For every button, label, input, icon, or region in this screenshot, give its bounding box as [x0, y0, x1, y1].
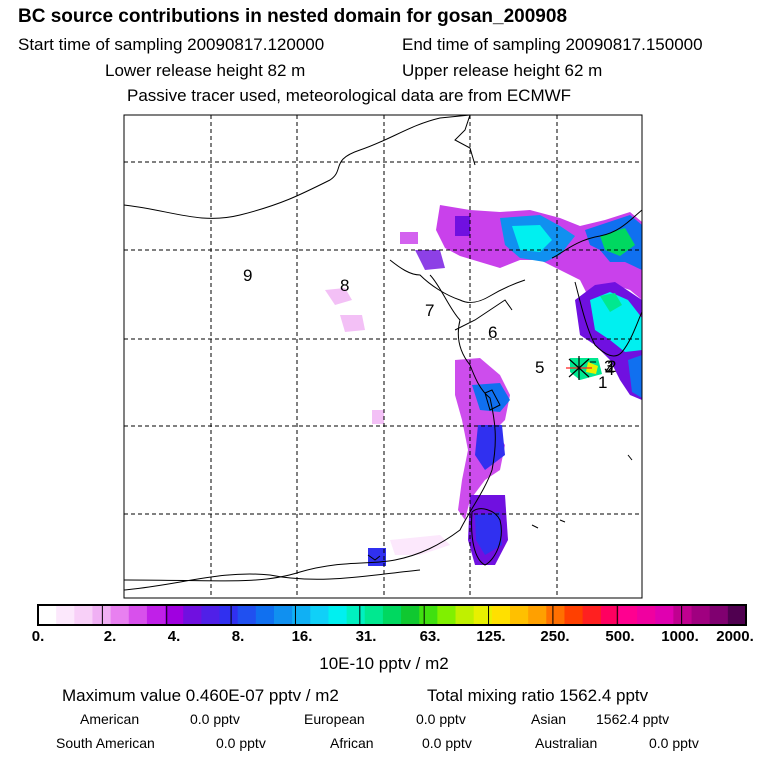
coastlines [124, 115, 642, 591]
colorbar-swatch [92, 605, 112, 625]
american-label: American [80, 711, 140, 727]
european-value: 0.0 pptv [416, 711, 466, 727]
tracer-note: Passive tracer used, meteorological data… [127, 86, 572, 105]
colorbar-swatch [618, 605, 638, 625]
region-label: 7 [425, 301, 434, 320]
map-frame [123, 114, 643, 599]
colorbar-tick-label: 16. [291, 628, 313, 645]
region-label: 6 [488, 323, 497, 342]
colorbar-swatch [401, 605, 420, 625]
region-label: 8 [340, 276, 349, 295]
colorbar-swatch [274, 605, 293, 625]
colorbar-swatch [528, 605, 547, 625]
colorbar-swatch [655, 605, 674, 625]
colorbar-swatch [237, 605, 257, 625]
colorbar-swatch [727, 605, 747, 625]
colorbar-swatch [110, 605, 130, 625]
colorbar-swatch [219, 605, 239, 625]
start-time-label: Start time of sampling 20090817.120000 [18, 35, 325, 54]
colorbar-tick-label: 2. [103, 628, 117, 645]
region-label: 3 [604, 357, 613, 376]
maximum-value: Maximum value 0.460E-07 pptv / m2 [62, 686, 339, 705]
colorbar-swatch [56, 605, 75, 625]
colorbar-swatch [74, 605, 93, 625]
region-label: 5 [535, 358, 544, 377]
colorbar-swatch [691, 605, 711, 625]
african-value: 0.0 pptv [422, 735, 472, 751]
region-labels: 9 8 7 6 5 3 2 4 1 [243, 266, 616, 392]
colorbar-swatch [328, 605, 348, 625]
colorbar-swatch [455, 605, 475, 625]
colorbar-tick-label: 31. [355, 628, 377, 645]
colorbar-swatch [473, 605, 493, 625]
colorbar-swatch [582, 605, 602, 625]
colorbar-swatch [546, 605, 565, 625]
asian-value: 1562.4 pptv [596, 711, 670, 727]
total-mixing-ratio: Total mixing ratio 1562.4 pptv [427, 686, 649, 705]
colorbar-swatch [364, 605, 384, 625]
african-label: African [330, 735, 374, 751]
region-label: 4 [605, 360, 614, 379]
colorbar-tick-label: 500. [605, 628, 635, 645]
colorbar-tick-label: 250. [540, 628, 570, 645]
colorbar-units: 10E-10 pptv / m2 [319, 654, 449, 673]
colorbar-swatch [564, 605, 584, 625]
region-label: 1 [598, 373, 607, 392]
end-time-label: End time of sampling 20090817.150000 [402, 35, 703, 54]
colorbar-swatch [128, 605, 148, 625]
colorbar-swatch [292, 605, 311, 625]
region-label: 2 [607, 357, 616, 376]
colorbar-tick-label: 8. [231, 628, 245, 645]
colorbar-swatch [673, 605, 693, 625]
lower-release-label: Lower release height 82 m [105, 61, 306, 80]
colorbar-swatch [437, 605, 457, 625]
region-label: 9 [243, 266, 252, 285]
lat-lon-grid [124, 115, 642, 598]
colorbar-tick-label: 0. [31, 628, 45, 645]
colorbar-swatch [709, 605, 729, 625]
colorbar-tick-label: 4. [167, 628, 181, 645]
colorbar-swatch [510, 605, 529, 625]
american-value: 0.0 pptv [190, 711, 240, 727]
colorbar-swatch [346, 605, 366, 625]
colorbar-swatch [600, 605, 620, 625]
plot-title: BC source contributions in nested domain… [18, 6, 568, 27]
receptor-marker-icon [566, 356, 592, 380]
colorbar-swatch [38, 605, 57, 625]
plume-field [325, 205, 642, 566]
australian-value: 0.0 pptv [649, 735, 699, 751]
colorbar-swatch [310, 605, 329, 625]
colorbar [37, 604, 747, 626]
south-american-label: South American [56, 735, 155, 751]
colorbar-tick-label: 2000. [716, 628, 754, 645]
colorbar-swatch [382, 605, 402, 625]
colorbar-swatch [146, 605, 166, 625]
colorbar-swatch [255, 605, 275, 625]
colorbar-swatch [165, 605, 184, 625]
south-american-value: 0.0 pptv [216, 735, 266, 751]
colorbar-swatch [201, 605, 221, 625]
colorbar-tick-label: 125. [476, 628, 506, 645]
asian-label: Asian [531, 711, 567, 727]
colorbar-swatch [183, 605, 202, 625]
colorbar-swatch [637, 605, 656, 625]
upper-release-label: Upper release height 62 m [402, 61, 603, 80]
australian-label: Australian [535, 735, 598, 751]
colorbar-swatch [419, 605, 438, 625]
colorbar-tick-label: 1000. [661, 628, 699, 645]
colorbar-swatch [491, 605, 511, 625]
colorbar-tick-label: 63. [419, 628, 441, 645]
colorbar-border [37, 604, 747, 626]
european-label: European [304, 711, 365, 727]
